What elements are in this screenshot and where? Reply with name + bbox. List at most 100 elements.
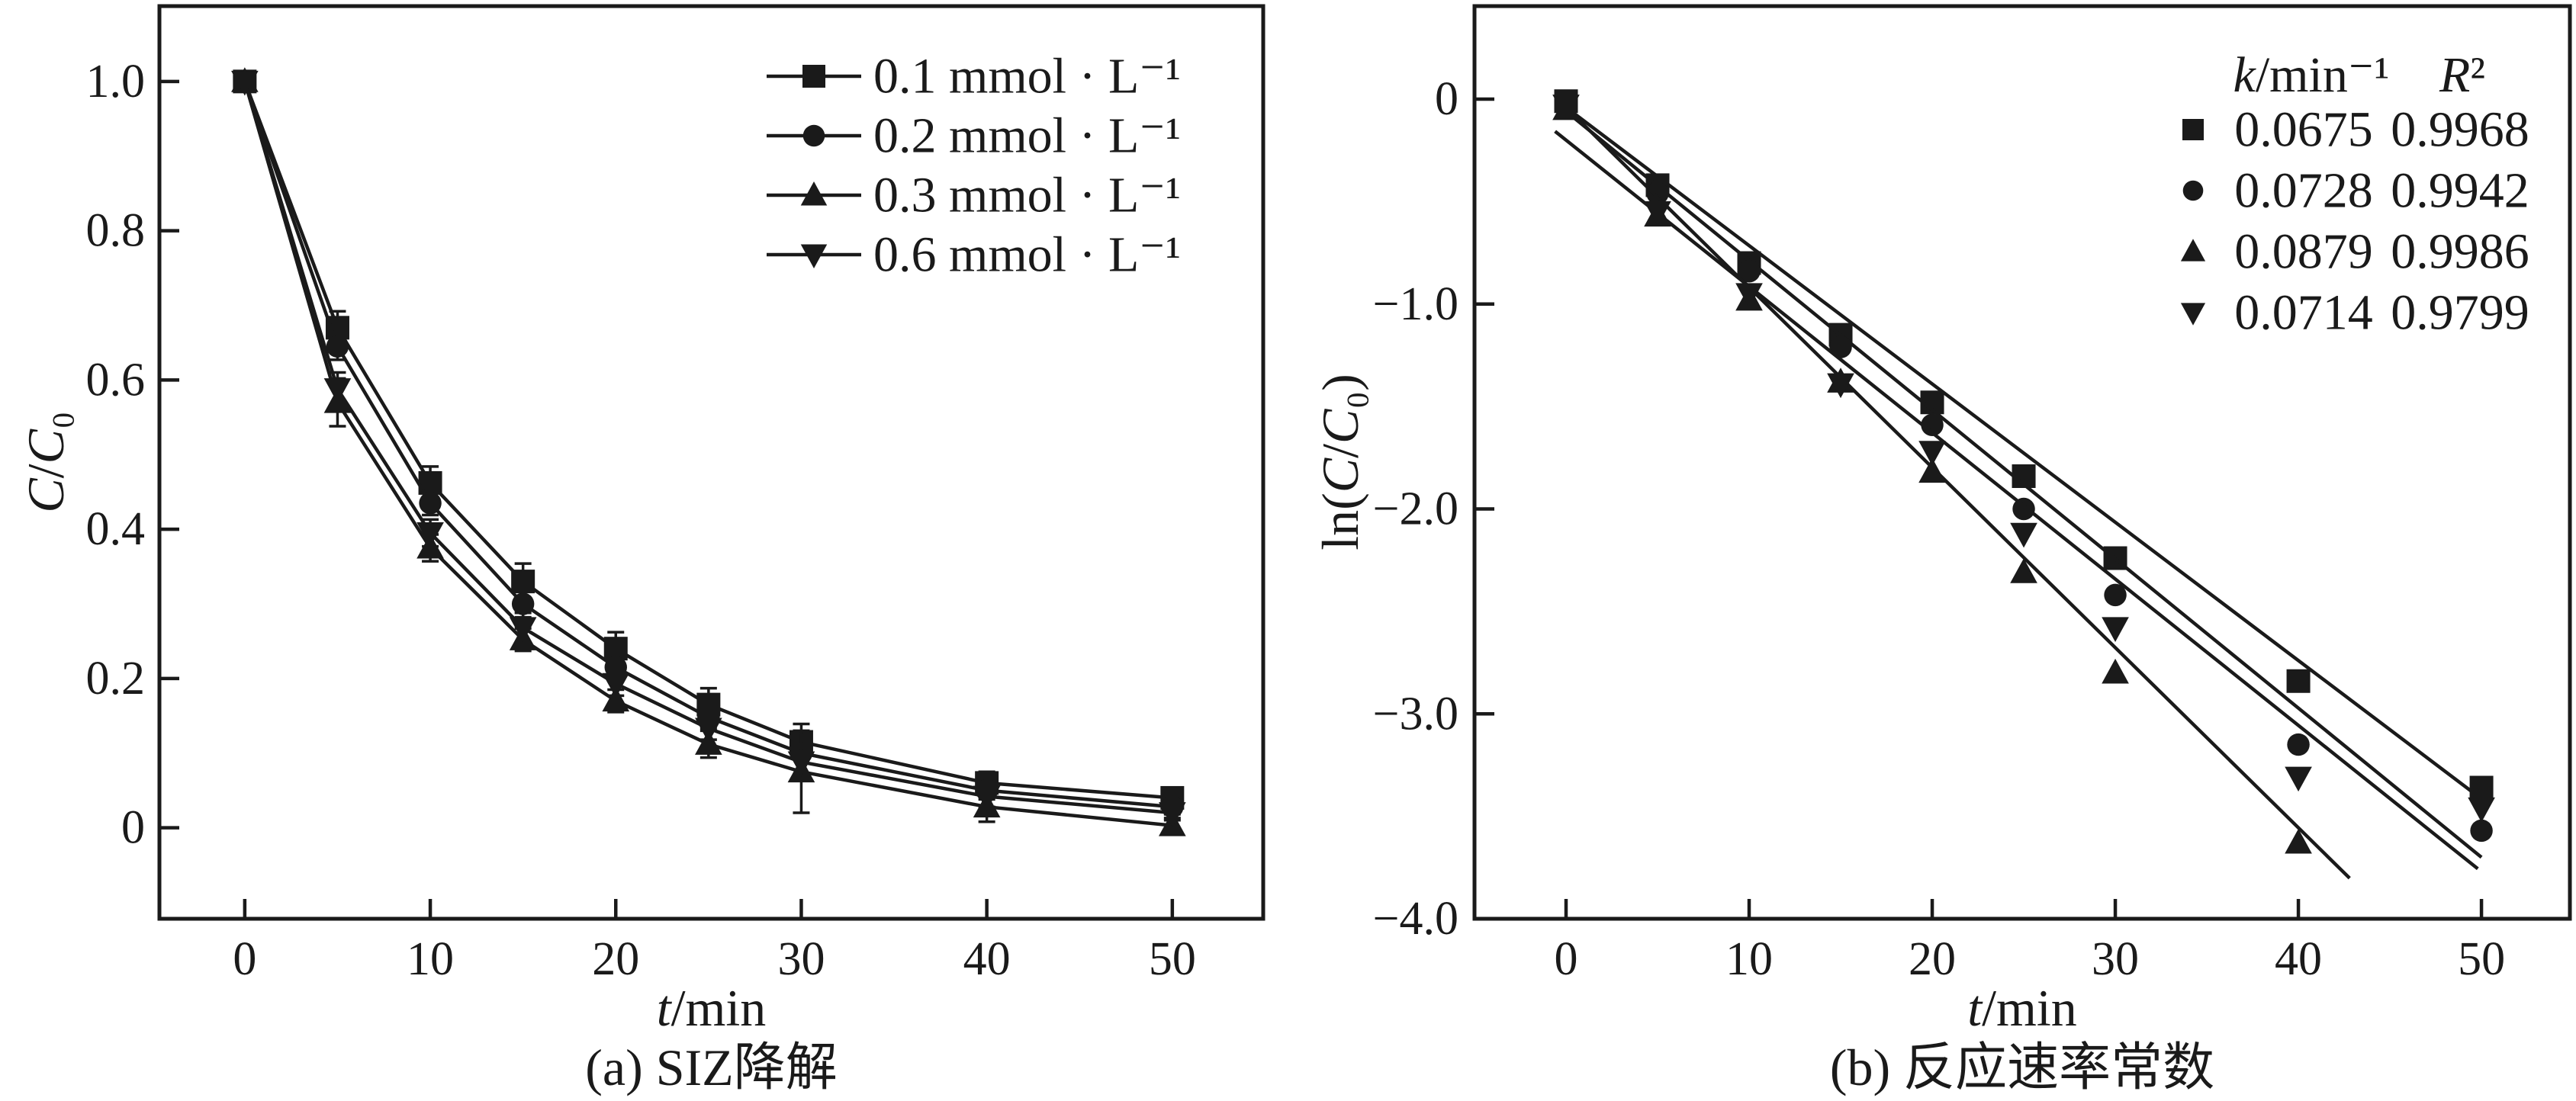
series-triangle-down [231,70,1186,827]
marker-triangle-down-icon [2285,766,2312,792]
x-tick-label: 10 [1725,933,1773,985]
chart-caption: (b) 反应速率常数 [1830,1038,2214,1096]
marker-triangle-down-icon [1735,283,1763,308]
x-tick-label: 30 [777,933,825,985]
x-tick-label: 20 [1909,933,1956,985]
marker-circle-icon [511,592,535,615]
marker-circle-icon [2470,819,2493,843]
marker-circle-icon [1646,181,1669,205]
legend-k-value: 0.0879 [2234,224,2373,280]
legend-r2-value: 0.9968 [2391,102,2529,158]
marker-triangle-down-icon [2468,797,2495,823]
marker-circle-icon [1829,335,1852,358]
label-run: t [1967,979,1983,1037]
marker-triangle-up-icon [2285,828,2312,854]
marker-triangle-down-icon [800,244,828,268]
legend-label: 0.2 mmol · L⁻¹ [873,108,1181,164]
marker-circle-icon [419,492,442,515]
marker-square-icon [2182,119,2204,140]
marker-square-icon [2469,775,2494,800]
chart-a: 0 10 20 30 40 5000.20.40.60.81.0t/minC/C₀(a) … [17,4,1265,1096]
legend-entry: 0.6 mmol · L⁻¹ [767,227,1181,283]
marker-triangle-down-icon [695,717,722,743]
label-run: R [2439,47,2470,103]
legend-header-r2: R² [2439,47,2485,103]
legend-r2-value: 0.9986 [2391,224,2529,280]
x-tick-label: 10 [407,933,454,985]
x-axis-label: t/min [1967,979,2077,1037]
marker-triangle-down-icon [1644,201,1671,226]
label-run: ln( [1311,493,1369,550]
y-tick-label: −2.0 [1373,483,1458,535]
marker-triangle-down-icon [231,70,259,96]
x-tick-label: 40 [963,933,1011,985]
y-tick-label: 0 [121,802,145,854]
chart-caption: (a) SIZ降解 [585,1038,837,1096]
marker-triangle-down-icon [2010,522,2037,548]
marker-triangle-down-icon [2180,303,2206,326]
marker-triangle-down-icon [1827,373,1854,399]
marker-square-icon [802,65,825,88]
y-tick-label: −4.0 [1373,893,1458,945]
x-tick-label: 50 [1149,933,1196,985]
fit-line [1572,113,2351,880]
marker-circle-icon [1738,260,1761,283]
x-tick-label: 30 [2092,933,2139,985]
fit-line [1572,111,2488,804]
legend-k-value: 0.0728 [2234,163,2373,219]
x-tick-label: 40 [2275,933,2322,985]
marker-triangle-down-icon [602,672,630,698]
x-tick-label: 0 [1555,933,1578,985]
marker-triangle-down-icon [2102,617,2129,642]
legend-r2-value: 0.9942 [2391,163,2529,219]
plot-frame [157,4,1265,921]
label-run: C [17,478,75,513]
label-run: C [1311,457,1369,493]
series-triangle-down [1552,95,2495,871]
y-tick-label: 0.6 [86,354,146,406]
y-tick-label: 0 [1435,73,1458,125]
legend-label: 0.3 mmol · L⁻¹ [873,168,1181,223]
legend-entry: 0.2 mmol · L⁻¹ [767,108,1181,164]
marker-circle-icon [2287,733,2310,756]
label-run: t [657,979,673,1037]
marker-circle-icon [802,124,825,147]
marker-square-icon [2286,669,2311,693]
marker-triangle-up-icon [800,181,828,206]
x-tick-label: 20 [592,933,639,985]
legend-entry: 0.1 mmol · L⁻¹ [767,49,1181,104]
marker-triangle-down-icon [1552,95,1580,120]
fit-line [1554,130,2479,871]
y-axis-label: C/C₀ [17,411,75,512]
marker-triangle-down-icon [509,617,537,642]
label-run: C [1311,409,1369,444]
chart-b: 0 10 20 30 40 500−1.0−2.0−3.0−4.0t/minln(C/C₀… [1311,4,2572,1096]
marker-triangle-down-icon [973,785,1001,811]
y-tick-label: −3.0 [1373,688,1458,740]
marker-triangle-up-icon [2180,239,2206,262]
legend-label: 0.6 mmol · L⁻¹ [873,227,1181,283]
x-tick-label: 50 [2458,933,2505,985]
label-run: /min [1982,979,2077,1037]
plot-frame [1472,4,2572,921]
marker-triangle-up-icon [2102,658,2129,684]
marker-triangle-down-icon [416,522,444,547]
label-run: C [17,429,75,464]
legend-k-value: 0.0675 [2234,102,2373,158]
marker-triangle-up-icon [602,686,630,712]
label-run: /min [671,979,767,1037]
y-tick-label: 1.0 [86,56,146,108]
legend-entry: 0.0714 0.9799 [2180,285,2529,341]
series-triangle-up [1552,95,2351,880]
marker-triangle-down-icon [323,378,352,403]
legend-k-value: 0.0714 [2234,285,2373,341]
legend-r2-value: 0.9799 [2391,285,2529,341]
marker-triangle-down-icon [787,751,815,777]
marker-triangle-up-icon [2010,558,2037,583]
marker-circle-icon [326,335,349,358]
legend-header-k: k/min⁻¹ [2233,47,2390,103]
marker-triangle-down-icon [1918,441,1946,466]
label-run: / [1311,444,1369,458]
